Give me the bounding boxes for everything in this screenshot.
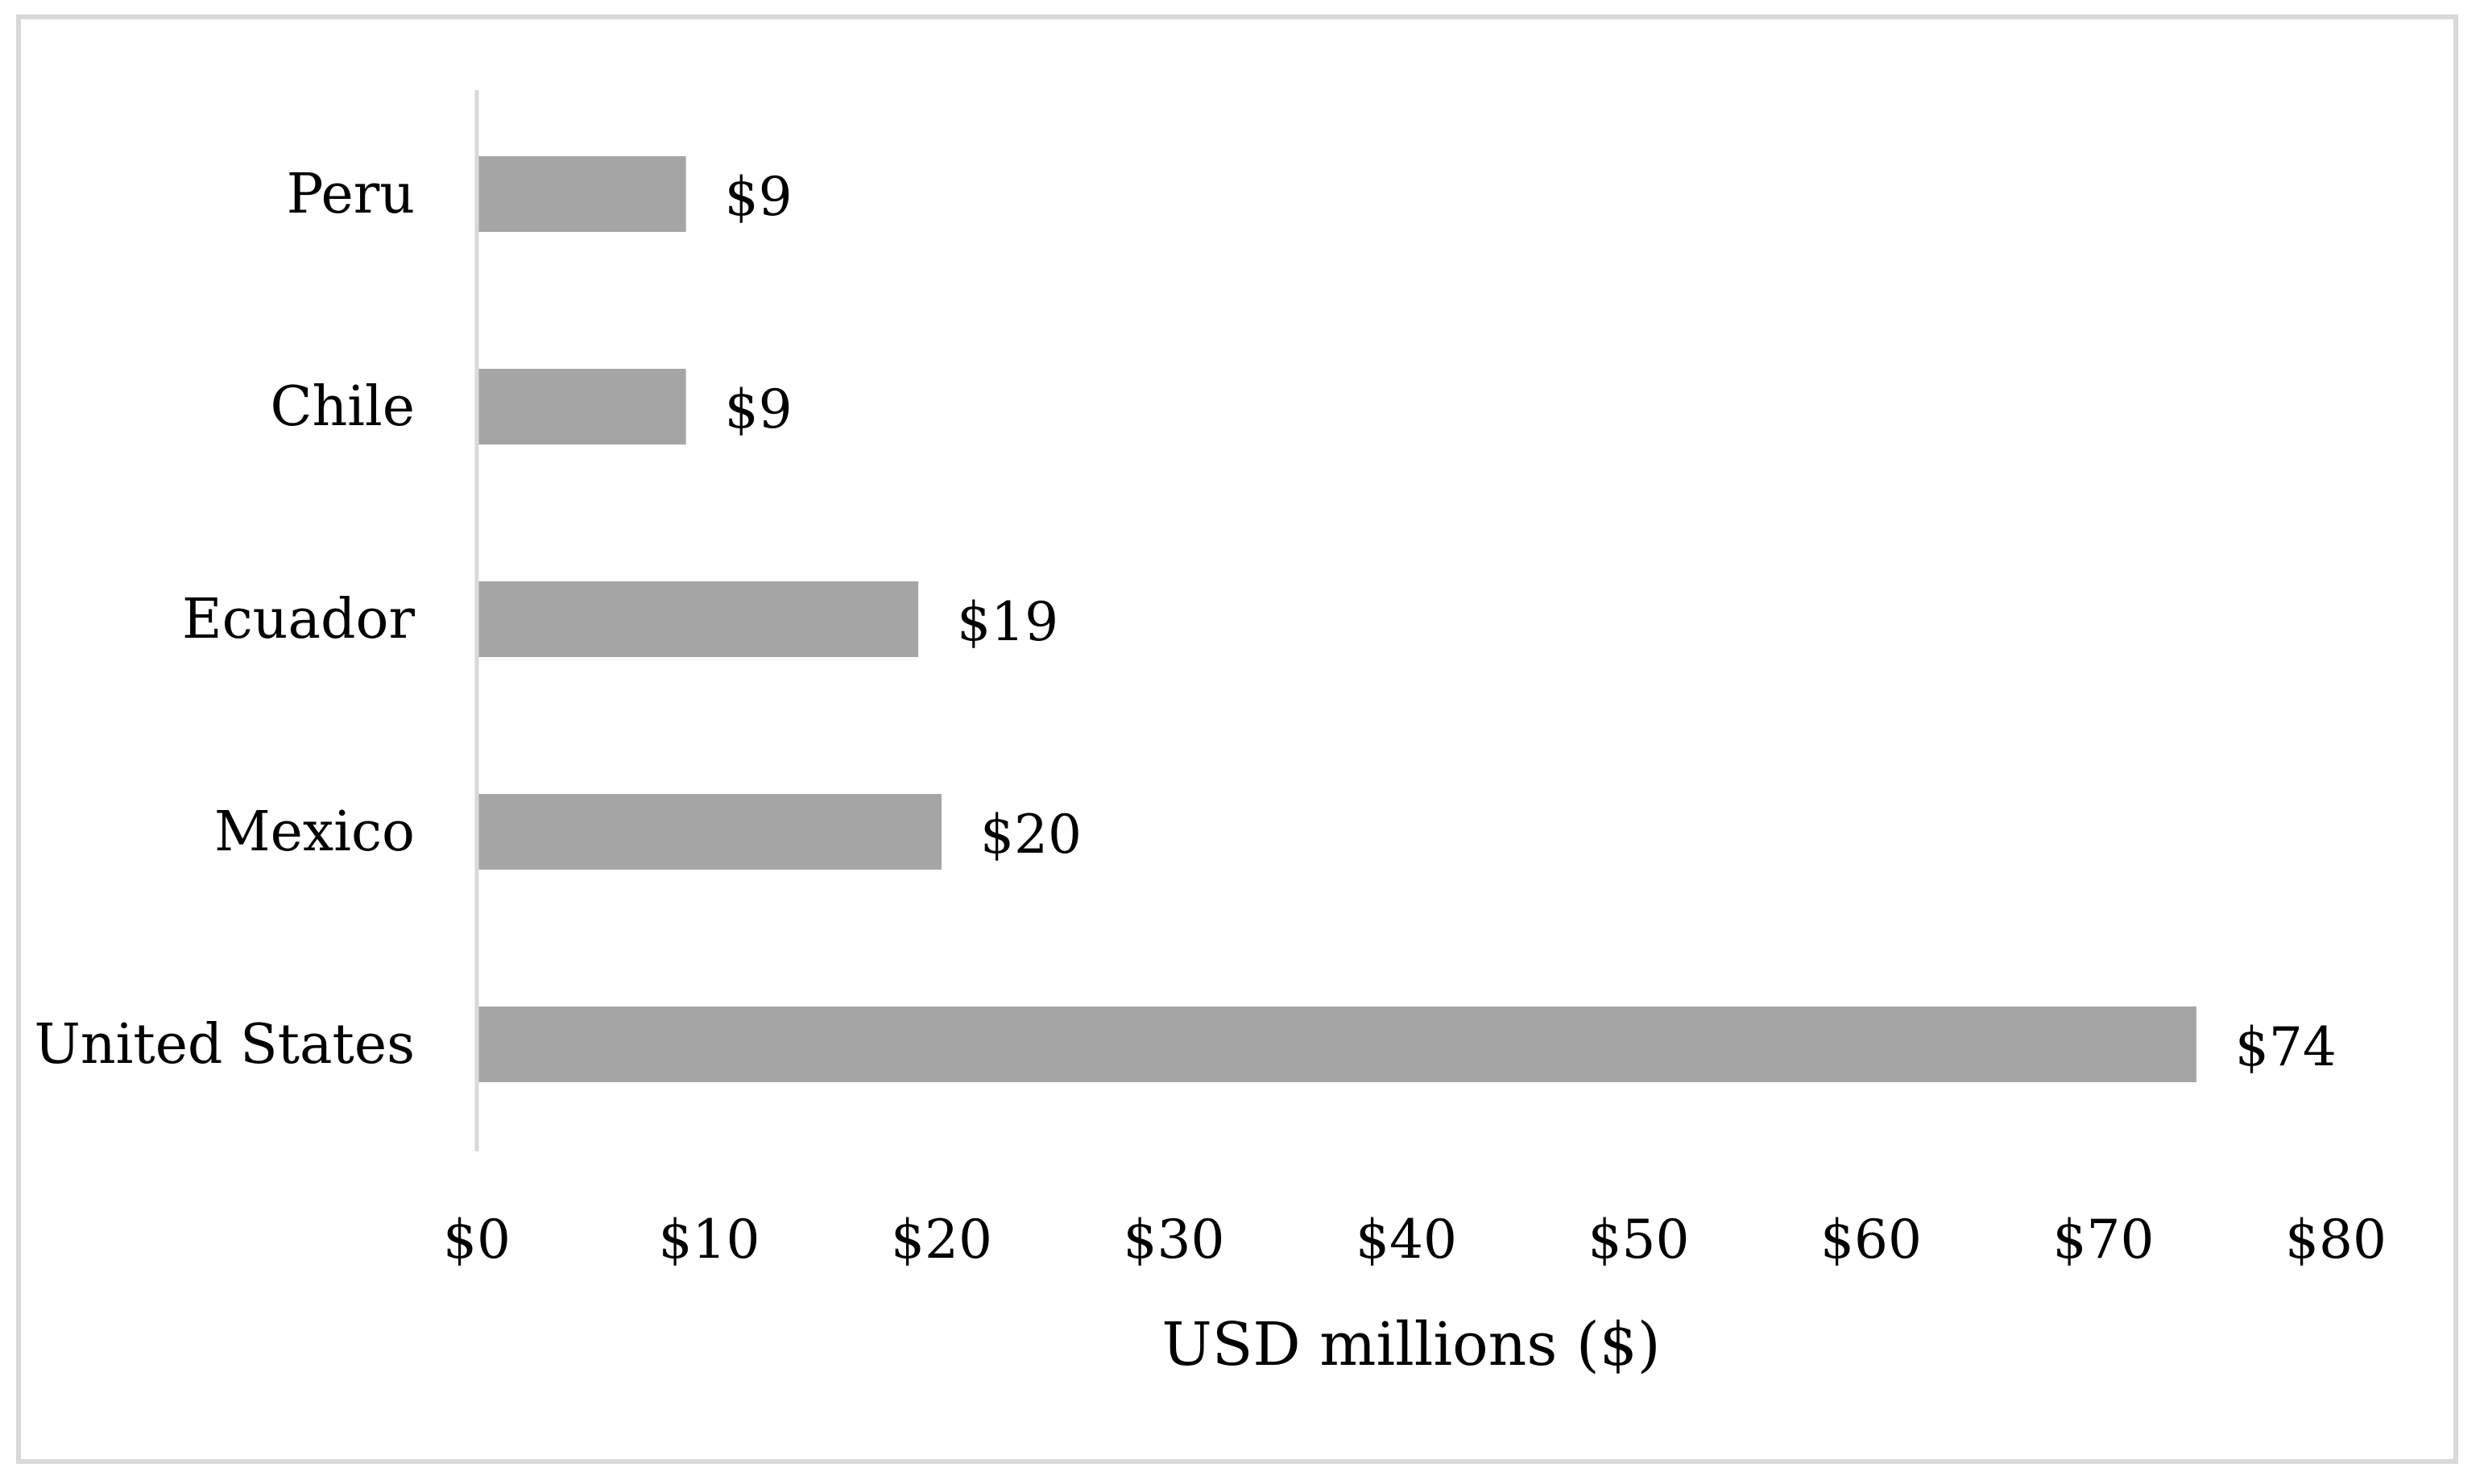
x-tick-label: $70 — [2053, 1209, 2155, 1271]
category-label: United States — [35, 1013, 415, 1077]
data-labels: $9 $9 $19 $20 $74 — [725, 166, 2337, 1078]
data-label: $19 — [957, 591, 1058, 653]
data-label: $9 — [725, 378, 793, 440]
chart-frame — [16, 14, 2458, 1464]
data-label: $74 — [2235, 1016, 2337, 1078]
x-tick-label: $20 — [891, 1209, 992, 1271]
category-labels: Peru Chile Ecuador Mexico United States — [35, 163, 416, 1077]
x-tick-label: $0 — [443, 1209, 511, 1271]
bar-united-states — [477, 1007, 2196, 1082]
data-label: $9 — [725, 166, 793, 228]
bars-layer — [477, 156, 2196, 1082]
x-axis-title: USD millions ($) — [1161, 1310, 1660, 1379]
category-label: Chile — [270, 375, 415, 439]
category-label: Mexico — [214, 800, 415, 864]
bar-chile — [477, 369, 686, 444]
x-tick-label: $50 — [1588, 1209, 1690, 1271]
x-tick-label: $80 — [2285, 1209, 2387, 1271]
bar-mexico — [477, 794, 942, 870]
category-label: Peru — [287, 163, 415, 226]
x-tick-label: $40 — [1356, 1209, 1457, 1271]
bar-peru — [477, 156, 686, 232]
category-label: Ecuador — [182, 588, 416, 651]
x-tick-labels: $0 $10 $20 $30 $40 $50 $60 $70 $80 — [443, 1209, 2387, 1271]
data-label: $20 — [980, 804, 1082, 866]
x-tick-label: $60 — [1820, 1209, 1922, 1271]
x-tick-label: $30 — [1124, 1209, 1225, 1271]
x-tick-label: $10 — [659, 1209, 760, 1271]
bar-ecuador — [477, 581, 919, 657]
